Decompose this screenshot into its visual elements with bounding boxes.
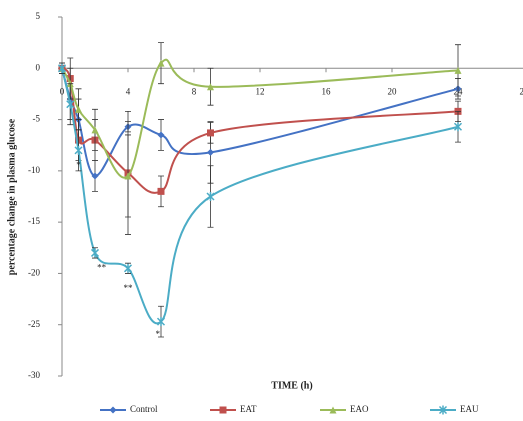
marker	[207, 129, 214, 137]
x-tick-label: 20	[388, 86, 398, 96]
marker	[156, 317, 166, 327]
marker	[157, 59, 165, 67]
marker	[207, 148, 214, 156]
y-tick-label: -10	[28, 165, 40, 175]
y-tick-label: -20	[28, 267, 40, 277]
y-tick-label: 5	[36, 11, 41, 21]
legend-marker	[109, 406, 117, 414]
legend-label: Control	[130, 404, 158, 414]
marker	[157, 187, 165, 195]
marker	[75, 105, 82, 113]
x-tick-label: 0	[60, 86, 65, 96]
legend-label: EAT	[240, 404, 257, 414]
y-tick-label: -5	[33, 114, 41, 124]
marker	[454, 66, 462, 74]
y-tick-label: 0	[36, 62, 41, 72]
legend-label: EAO	[350, 404, 369, 414]
series-line	[61, 58, 459, 179]
marker	[206, 192, 215, 201]
marker	[57, 63, 67, 73]
series-line	[61, 68, 459, 325]
annotation: **	[124, 283, 134, 293]
x-tick-label: 8	[192, 86, 197, 96]
annotation: **	[97, 262, 107, 272]
y-tick-label: -30	[28, 370, 40, 380]
x-tick-label: 28	[520, 86, 523, 96]
marker	[157, 131, 165, 139]
marker	[91, 172, 99, 180]
marker	[74, 145, 83, 155]
marker	[66, 99, 75, 109]
legend-label: EAU	[460, 404, 479, 414]
x-tick-label: 4	[126, 86, 131, 96]
y-tick-label: -15	[28, 216, 40, 226]
x-tick-label: 16	[322, 86, 332, 96]
legend-marker	[329, 406, 337, 414]
marker	[124, 172, 132, 180]
marker	[90, 248, 100, 258]
legend-marker	[219, 406, 227, 414]
x-tick-label: 12	[256, 86, 265, 96]
marker	[453, 122, 463, 132]
annotation: *	[155, 329, 160, 339]
marker	[207, 83, 214, 91]
annotation: *	[76, 160, 81, 170]
marker	[123, 263, 133, 273]
x-axis-title: TIME (h)	[271, 380, 312, 391]
marker	[91, 126, 99, 134]
y-tick-label: -25	[28, 319, 40, 329]
legend-marker	[438, 405, 448, 415]
y-axis-title: percentage change in plasma glucose	[6, 118, 17, 275]
